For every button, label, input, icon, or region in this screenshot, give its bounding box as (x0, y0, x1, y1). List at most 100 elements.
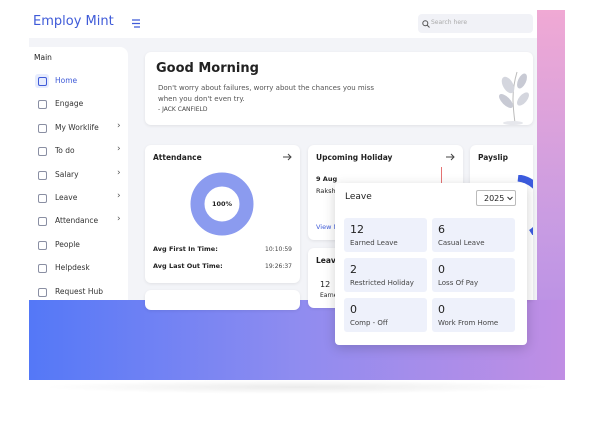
chevron: › (117, 191, 121, 201)
search-icon (422, 20, 430, 28)
tile-count: 6 (438, 223, 445, 236)
tile-label: Earned Leave (350, 239, 398, 247)
menu-label: Home (55, 76, 78, 85)
menu-item[interactable]: Request Hub (29, 283, 128, 303)
holiday-date: 9 Aug (316, 175, 338, 183)
arrow-icon[interactable] (282, 153, 292, 161)
menu-item[interactable]: Helpdesk (29, 259, 128, 279)
menu-item[interactable]: Attendance › (29, 212, 128, 232)
chevron: › (117, 120, 121, 131)
menu-icon (35, 238, 49, 252)
card-title: Payslip (478, 153, 508, 162)
menu-icon (35, 74, 49, 88)
icon-glyph (38, 170, 47, 180)
menu-icon (35, 144, 49, 158)
menu-item[interactable]: People (29, 236, 128, 256)
row-value: 10:10:59 (265, 246, 292, 253)
card-title: Upcoming Holiday (316, 153, 393, 162)
menu-item[interactable]: Engage (29, 95, 128, 115)
tile-label: Restricted Holiday (350, 279, 414, 287)
quote-author: - JACK CANFIELD (158, 106, 208, 113)
icon-glyph (38, 194, 47, 203)
greeting-title: Good Morning (156, 61, 259, 76)
tile-label: Loss Of Pay (438, 279, 479, 287)
brand: Employ Mint (33, 14, 114, 29)
search-box[interactable]: Search here (418, 14, 533, 33)
row-label: Avg First In Time: (153, 245, 218, 253)
leave-tile: 0 Loss Of Pay (432, 258, 515, 292)
icon-glyph (38, 77, 47, 86)
chevron (507, 196, 513, 201)
year-value: 2025 (484, 194, 505, 203)
chevron: › (117, 167, 121, 178)
icon-glyph (38, 217, 47, 227)
row-label: Avg Last Out Time: (153, 262, 223, 270)
leave-label: Earne (320, 292, 338, 299)
leave-tile: 6 Casual Leave (432, 218, 515, 252)
tile-count: 12 (350, 223, 364, 236)
menu-label: To do (55, 146, 75, 156)
menu-icon (35, 261, 49, 275)
menu-label: My Worklife (55, 122, 99, 132)
menu-item[interactable]: My Worklife › (29, 119, 128, 139)
leave-count: 12 (320, 280, 331, 289)
menu-item[interactable]: Leave › (29, 189, 128, 209)
tile-count: 2 (350, 263, 357, 276)
plant-illustration (499, 71, 529, 125)
menu-icon (35, 191, 49, 205)
menu-label: Request Hub (55, 286, 104, 296)
menu-item[interactable]: Home (29, 72, 128, 92)
menu-icon (35, 214, 49, 228)
tile-count: 0 (350, 303, 357, 316)
payslip-chart (517, 175, 533, 235)
leave-tile: 0 Comp - Off (344, 298, 427, 332)
chevron: › (117, 144, 121, 155)
quote: Don't worry about failures, worry about … (158, 84, 374, 103)
tile-count: 0 (438, 303, 445, 316)
menu-label: Salary (55, 169, 79, 179)
menu-label: Engage (55, 99, 84, 109)
leave-tile: 0 Work From Home (432, 298, 515, 332)
menu-item[interactable]: To do › (29, 142, 128, 162)
menu-icon (35, 97, 49, 111)
menu-icon (35, 121, 49, 135)
menu-label: Attendance (55, 216, 99, 226)
donut-label: 100% (211, 200, 233, 208)
tile-count: 0 (438, 263, 445, 276)
menu-toggle[interactable] (131, 19, 141, 28)
menu-item[interactable]: Salary › (29, 166, 128, 186)
popup-title: Leave (345, 192, 372, 202)
icon-glyph (38, 123, 47, 133)
tile-label: Casual Leave (438, 239, 485, 247)
icon-glyph (38, 264, 47, 274)
greeting-card: Good Morning Don't worry about failures,… (145, 52, 533, 125)
shadow (40, 380, 555, 394)
tile-label: Work From Home (438, 319, 499, 327)
menu-label: Helpdesk (55, 263, 90, 273)
arrow-icon[interactable] (445, 153, 455, 161)
card-title: Leave (316, 256, 341, 265)
year-select[interactable]: 2025 (476, 190, 516, 206)
bottom-card (145, 290, 300, 310)
tile-label: Comp - Off (350, 319, 388, 327)
leave-tile: 12 Earned Leave (344, 218, 427, 252)
leave-popup: Leave 2025 12 Earned Leave 6 Casual Leave 2 R… (335, 183, 527, 345)
menu-icon (35, 168, 49, 182)
sidebar (29, 47, 128, 300)
icon-glyph (38, 147, 47, 157)
holiday-link[interactable]: View M (316, 223, 340, 231)
card-title: Attendance (153, 153, 202, 162)
row-value: 19:26:37 (265, 263, 292, 270)
donut (190, 172, 254, 236)
holiday-accent (441, 167, 442, 185)
sidebar-section: Main (34, 53, 52, 62)
icon-glyph (38, 287, 47, 297)
menu-label: People (55, 239, 80, 249)
menu-icon (35, 285, 49, 299)
icon-glyph (38, 240, 47, 250)
leave-tile: 2 Restricted Holiday (344, 258, 427, 292)
icon-glyph (38, 100, 47, 110)
chevron: › (117, 214, 121, 225)
attendance-card: Attendance 100% Avg First In Time: 10:10:… (145, 145, 300, 283)
